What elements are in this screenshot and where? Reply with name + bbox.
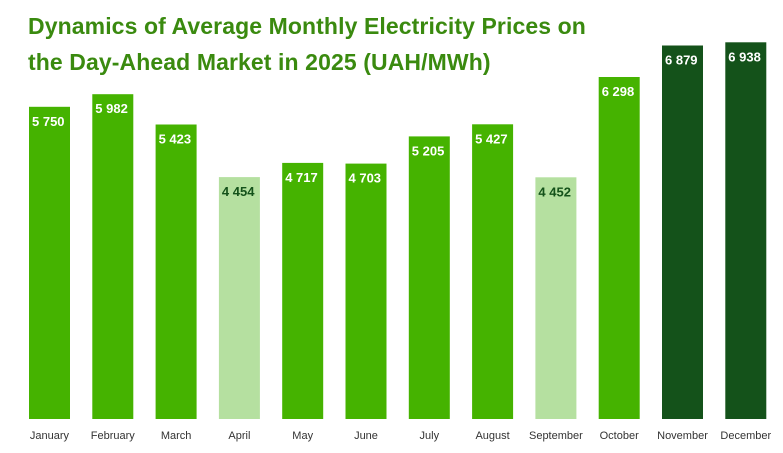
category-label-august: August bbox=[475, 430, 509, 442]
bar-value-label: 5 982 bbox=[95, 101, 128, 116]
chart-title-line-2: the Day-Ahead Market in 2025 (UAH/MWh) bbox=[28, 49, 491, 75]
category-label-april: April bbox=[228, 430, 250, 442]
bar-april bbox=[218, 177, 260, 419]
bar-value-label: 4 717 bbox=[285, 170, 318, 185]
category-label-june: June bbox=[354, 430, 378, 442]
chart-title: Dynamics of Average Monthly Electricity … bbox=[28, 8, 668, 80]
bar-june bbox=[345, 163, 387, 419]
category-label-september: September bbox=[529, 430, 583, 442]
bar-value-label: 5 423 bbox=[159, 132, 192, 147]
bar-value-label: 5 427 bbox=[475, 131, 508, 146]
bar-value-label: 6 938 bbox=[728, 49, 761, 64]
bar-august bbox=[472, 124, 514, 420]
bar-value-label: 4 452 bbox=[538, 184, 571, 199]
category-label-may: May bbox=[292, 430, 313, 442]
category-label-july: July bbox=[420, 430, 440, 442]
bar-march bbox=[155, 124, 197, 419]
bar-value-label: 5 750 bbox=[32, 114, 65, 129]
bar-value-label: 6 879 bbox=[665, 53, 698, 68]
bar-value-label: 4 454 bbox=[222, 184, 255, 199]
bar-july bbox=[408, 136, 450, 419]
category-label-march: March bbox=[161, 430, 192, 442]
category-label-february: February bbox=[91, 430, 136, 442]
bar-september bbox=[535, 177, 577, 419]
bar-value-label: 5 205 bbox=[412, 143, 445, 158]
category-label-november: November bbox=[657, 430, 708, 442]
category-label-january: January bbox=[30, 430, 70, 442]
category-label-december: December bbox=[720, 430, 771, 442]
bar-october bbox=[598, 77, 640, 419]
bar-value-label: 4 703 bbox=[349, 171, 382, 186]
chart-title-line-1: Dynamics of Average Monthly Electricity … bbox=[28, 13, 586, 39]
bar-december bbox=[725, 42, 767, 420]
bar-value-label: 6 298 bbox=[602, 84, 635, 99]
bar-february bbox=[92, 94, 134, 419]
bar-january bbox=[29, 106, 70, 420]
category-label-october: October bbox=[600, 430, 639, 442]
bar-may bbox=[282, 162, 324, 419]
bar-november bbox=[662, 45, 703, 419]
